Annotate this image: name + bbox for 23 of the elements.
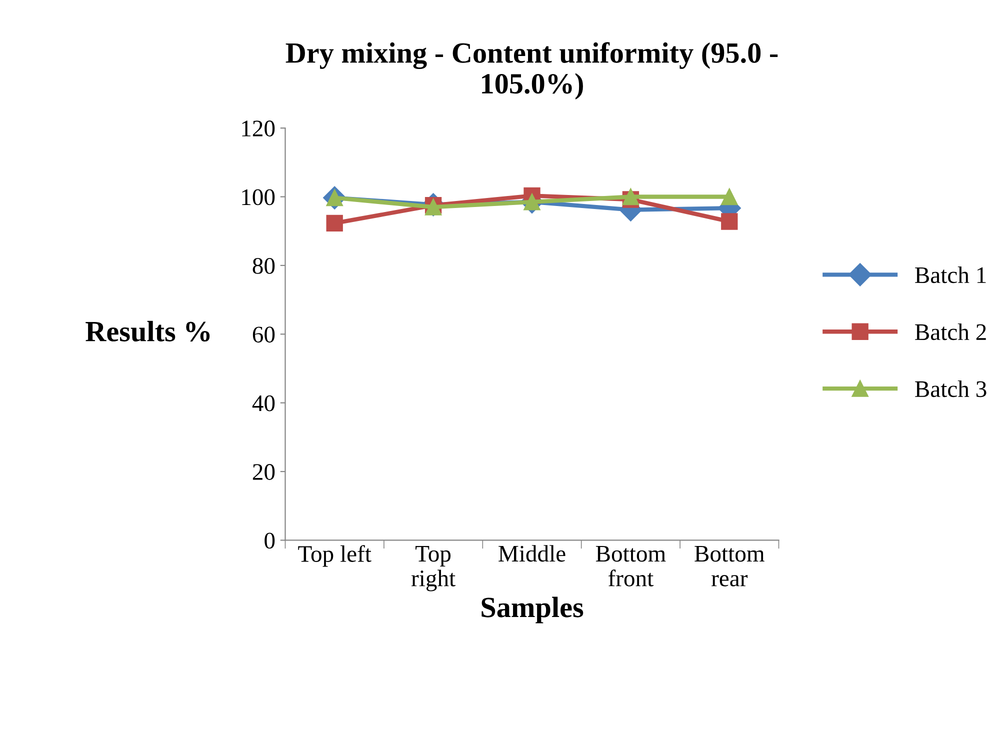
point — [721, 188, 738, 206]
y-tick-label: 60 — [252, 326, 275, 343]
legend-label: Batch 2 — [915, 324, 986, 340]
legend-label: Batch 3 — [915, 380, 986, 398]
x-tick-label: Top right — [411, 546, 456, 592]
point — [622, 188, 640, 206]
x-tick-label: Top left — [298, 545, 372, 567]
point — [524, 194, 540, 210]
y-tick-label: 0 — [264, 532, 275, 549]
x-tick-label: Middle — [498, 545, 566, 562]
y-tick-label: 120 — [242, 120, 275, 136]
x-tick-label: Bottom front — [596, 546, 666, 586]
x-tick-label: Bottom rear — [694, 546, 764, 586]
y-axis-title: Results % — [86, 320, 210, 342]
y-tick-label: 20 — [252, 464, 275, 480]
chart-title: Dry mixing - Content uniformity (95.0 - 105.0%) — [286, 42, 778, 100]
point — [721, 213, 738, 230]
point — [326, 214, 343, 232]
legend-label: Batch 1 — [915, 266, 986, 284]
y-tick-label: 40 — [252, 395, 275, 412]
y-tick-label: 80 — [252, 258, 275, 274]
x-axis-title: Samples — [482, 596, 584, 624]
y-tick-label: 100 — [242, 189, 275, 206]
